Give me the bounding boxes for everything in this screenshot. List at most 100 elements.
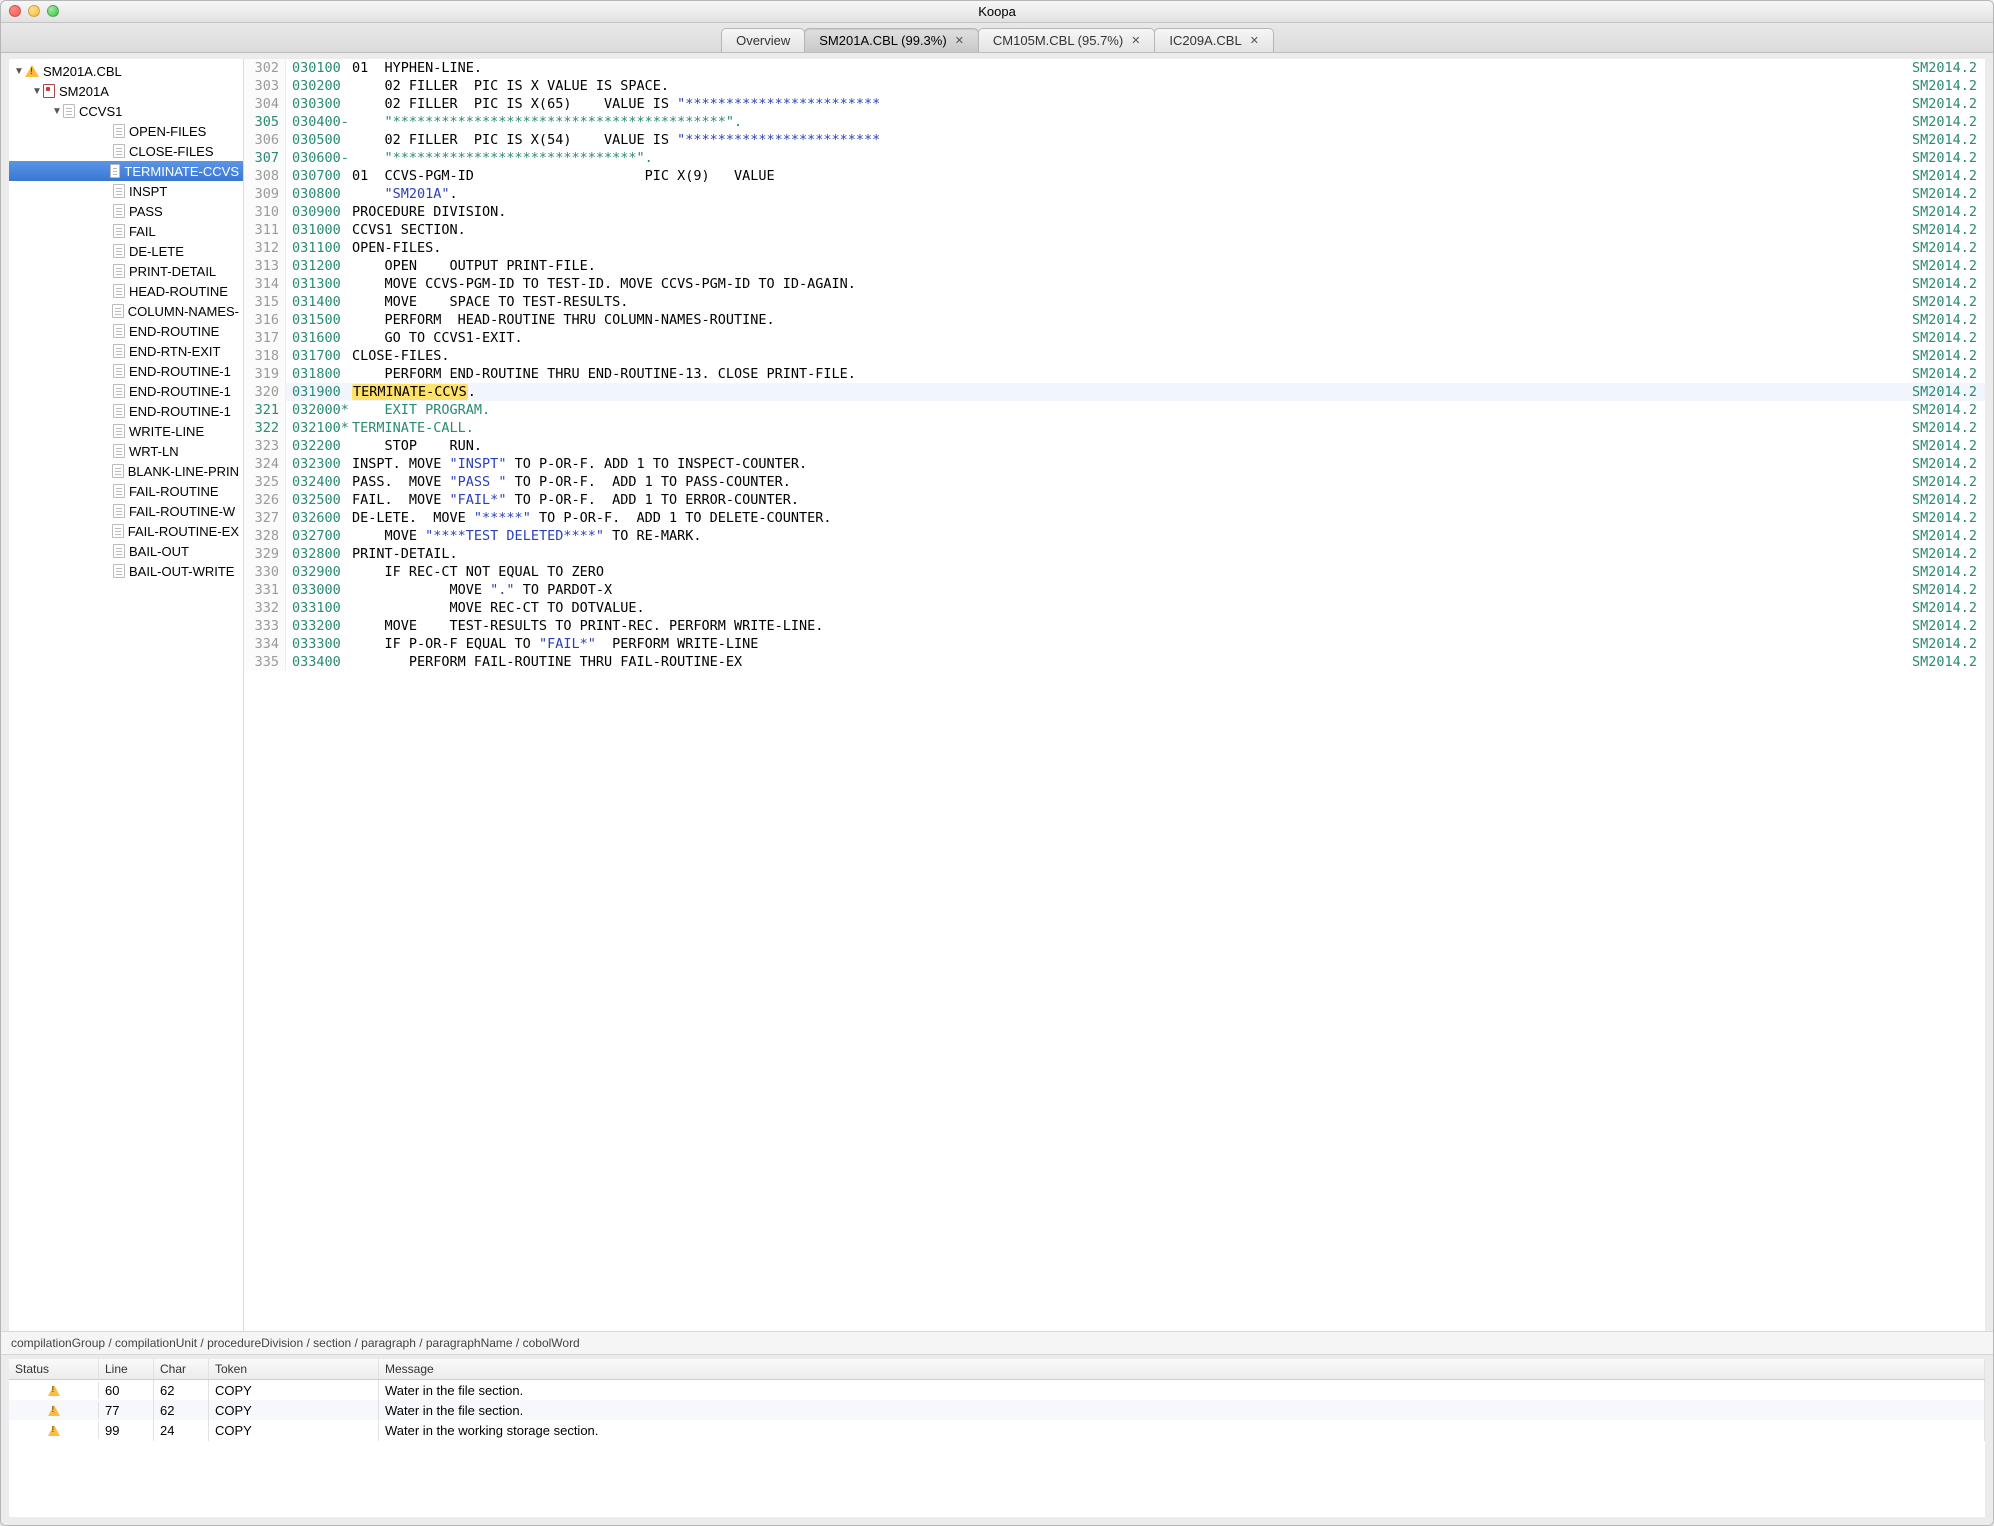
problems-rows[interactable]: 6062COPYWater in the file section.7762CO… — [9, 1380, 1985, 1517]
tree-item-8[interactable]: HEAD-ROUTINE — [9, 281, 243, 301]
code-line[interactable]: 312031100OPEN-FILES.SM2014.2 — [244, 239, 1985, 257]
disclosure-icon[interactable]: ▼ — [13, 66, 25, 77]
tab-3[interactable]: IC209A.CBL✕ — [1154, 28, 1273, 52]
tree-item-15[interactable]: WRITE-LINE — [9, 421, 243, 441]
line-tag: SM2014.2 — [1895, 149, 1985, 167]
tree-item-7[interactable]: PRINT-DETAIL — [9, 261, 243, 281]
tree-item-4[interactable]: PASS — [9, 201, 243, 221]
code-line[interactable]: 335033400 PERFORM FAIL-ROUTINE THRU FAIL… — [244, 653, 1985, 671]
disclosure-icon[interactable]: ▼ — [51, 106, 63, 117]
code-line[interactable]: 307030600- "****************************… — [244, 149, 1985, 167]
zoom-icon[interactable] — [47, 5, 59, 17]
doc-icon — [113, 264, 125, 278]
tree-item-13[interactable]: END-ROUTINE-1 — [9, 381, 243, 401]
code-line[interactable]: 325032400PASS. MOVE "PASS " TO P-OR-F. A… — [244, 473, 1985, 491]
line-tag: SM2014.2 — [1895, 59, 1985, 77]
code-line[interactable]: 318031700CLOSE-FILES.SM2014.2 — [244, 347, 1985, 365]
tree-item-14[interactable]: END-ROUTINE-1 — [9, 401, 243, 421]
tree-item-22[interactable]: BAIL-OUT-WRITE — [9, 561, 243, 581]
col-message[interactable]: Message — [379, 1359, 1985, 1379]
code-line[interactable]: 315031400 MOVE SPACE TO TEST-RESULTS.SM2… — [244, 293, 1985, 311]
minimize-icon[interactable] — [28, 5, 40, 17]
tree-item-18[interactable]: FAIL-ROUTINE — [9, 481, 243, 501]
code-line[interactable]: 309030800 "SM201A".SM2014.2 — [244, 185, 1985, 203]
outline-sidebar[interactable]: ▼SM201A.CBL▼SM201A▼CCVS1OPEN-FILESCLOSE-… — [9, 59, 244, 1331]
code-line[interactable]: 319031800 PERFORM END-ROUTINE THRU END-R… — [244, 365, 1985, 383]
tree-item-11[interactable]: END-RTN-EXIT — [9, 341, 243, 361]
code-line[interactable]: 326032500FAIL. MOVE "FAIL*" TO P-OR-F. A… — [244, 491, 1985, 509]
col-token[interactable]: Token — [209, 1359, 379, 1379]
tree-program[interactable]: ▼SM201A — [9, 81, 243, 101]
tree-item-20[interactable]: FAIL-ROUTINE-EX — [9, 521, 243, 541]
code-line[interactable]: 316031500 PERFORM HEAD-ROUTINE THRU COLU… — [244, 311, 1985, 329]
code-text: MOVE CCVS-PGM-ID TO TEST-ID. MOVE CCVS-P… — [348, 275, 1895, 293]
disclosure-icon[interactable]: ▼ — [31, 86, 43, 97]
code-editor[interactable]: 30203010001 HYPHEN-LINE.SM2014.230303020… — [244, 59, 1985, 1331]
tree-item-9[interactable]: COLUMN-NAMES- — [9, 301, 243, 321]
code-line[interactable]: 330032900 IF REC-CT NOT EQUAL TO ZEROSM2… — [244, 563, 1985, 581]
code-line[interactable]: 305030400- "****************************… — [244, 113, 1985, 131]
close-icon[interactable]: ✕ — [955, 34, 964, 47]
tab-2[interactable]: CM105M.CBL (95.7%)✕ — [978, 28, 1156, 52]
close-icon[interactable]: ✕ — [1131, 34, 1140, 47]
tree-item-3[interactable]: INSPT — [9, 181, 243, 201]
doc-icon — [63, 104, 75, 118]
code-line[interactable]: 321032000* EXIT PROGRAM.SM2014.2 — [244, 401, 1985, 419]
tab-0[interactable]: Overview — [721, 28, 805, 52]
problem-row[interactable]: 6062COPYWater in the file section. — [9, 1380, 1985, 1400]
tree-item-1[interactable]: CLOSE-FILES — [9, 141, 243, 161]
code-line[interactable]: 327032600DE-LETE. MOVE "*****" TO P-OR-F… — [244, 509, 1985, 527]
line-number: 328 — [244, 527, 286, 545]
code-line[interactable]: 328032700 MOVE "****TEST DELETED****" TO… — [244, 527, 1985, 545]
code-line[interactable]: 311031000CCVS1 SECTION.SM2014.2 — [244, 221, 1985, 239]
col-status[interactable]: Status — [9, 1359, 99, 1379]
code-line[interactable]: 306030500 02 FILLER PIC IS X(54) VALUE I… — [244, 131, 1985, 149]
code-line[interactable]: 329032800PRINT-DETAIL.SM2014.2 — [244, 545, 1985, 563]
line-number: 327 — [244, 509, 286, 527]
tree-item-5[interactable]: FAIL — [9, 221, 243, 241]
code-line[interactable]: 314031300 MOVE CCVS-PGM-ID TO TEST-ID. M… — [244, 275, 1985, 293]
code-line[interactable]: 30203010001 HYPHEN-LINE.SM2014.2 — [244, 59, 1985, 77]
tree-section[interactable]: ▼CCVS1 — [9, 101, 243, 121]
code-text: DE-LETE. MOVE "*****" TO P-OR-F. ADD 1 T… — [348, 509, 1895, 527]
code-line[interactable]: 322032100*TERMINATE-CALL.SM2014.2 — [244, 419, 1985, 437]
problem-row[interactable]: 9924COPYWater in the working storage sec… — [9, 1420, 1985, 1440]
tree-item-16[interactable]: WRT-LN — [9, 441, 243, 461]
tree-item-12[interactable]: END-ROUTINE-1 — [9, 361, 243, 381]
tree-item-21[interactable]: BAIL-OUT — [9, 541, 243, 561]
code-line[interactable]: 333033200 MOVE TEST-RESULTS TO PRINT-REC… — [244, 617, 1985, 635]
tree-item-10[interactable]: END-ROUTINE — [9, 321, 243, 341]
code-line[interactable]: 332033100 MOVE REC-CT TO DOTVALUE.SM2014… — [244, 599, 1985, 617]
line-tag: SM2014.2 — [1895, 599, 1985, 617]
tree-item-17[interactable]: BLANK-LINE-PRIN — [9, 461, 243, 481]
line-number: 313 — [244, 257, 286, 275]
close-icon[interactable]: ✕ — [1250, 34, 1259, 47]
tree-label: HEAD-ROUTINE — [129, 284, 228, 299]
code-line[interactable]: 323032200 STOP RUN.SM2014.2 — [244, 437, 1985, 455]
tree-item-0[interactable]: OPEN-FILES — [9, 121, 243, 141]
col-line[interactable]: Line — [99, 1359, 154, 1379]
close-icon[interactable] — [9, 5, 21, 17]
doc-icon — [113, 244, 125, 258]
code-line[interactable]: 313031200 OPEN OUTPUT PRINT-FILE.SM2014.… — [244, 257, 1985, 275]
code-line[interactable]: 317031600 GO TO CCVS1-EXIT.SM2014.2 — [244, 329, 1985, 347]
code-line[interactable]: 310030900PROCEDURE DIVISION.SM2014.2 — [244, 203, 1985, 221]
token-cell: COPY — [209, 1420, 379, 1441]
code-line[interactable]: 324032300INSPT. MOVE "INSPT" TO P-OR-F. … — [244, 455, 1985, 473]
code-line[interactable]: 304030300 02 FILLER PIC IS X(65) VALUE I… — [244, 95, 1985, 113]
sequence-number: 032800 — [286, 545, 348, 563]
tree-item-19[interactable]: FAIL-ROUTINE-W — [9, 501, 243, 521]
code-line[interactable]: 331033000 MOVE "." TO PARDOT-XSM2014.2 — [244, 581, 1985, 599]
tab-1[interactable]: SM201A.CBL (99.3%)✕ — [804, 28, 979, 52]
line-number: 306 — [244, 131, 286, 149]
code-line[interactable]: 320031900TERMINATE-CCVS.SM2014.2 — [244, 383, 1985, 401]
code-line[interactable]: 30803070001 CCVS-PGM-ID PIC X(9) VALUESM… — [244, 167, 1985, 185]
code-line[interactable]: 303030200 02 FILLER PIC IS X VALUE IS SP… — [244, 77, 1985, 95]
doc-icon — [113, 444, 125, 458]
code-line[interactable]: 334033300 IF P-OR-F EQUAL TO "FAIL*" PER… — [244, 635, 1985, 653]
col-char[interactable]: Char — [154, 1359, 209, 1379]
tree-item-6[interactable]: DE-LETE — [9, 241, 243, 261]
tree-root[interactable]: ▼SM201A.CBL — [9, 61, 243, 81]
problem-row[interactable]: 7762COPYWater in the file section. — [9, 1400, 1985, 1420]
tree-item-2[interactable]: TERMINATE-CCVS — [9, 161, 243, 181]
